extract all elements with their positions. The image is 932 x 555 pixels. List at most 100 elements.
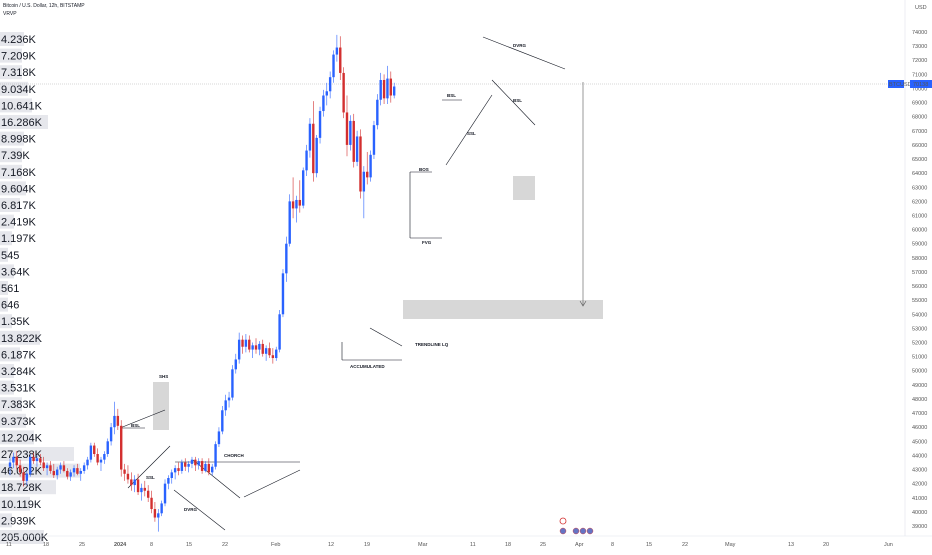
candle-body bbox=[76, 468, 79, 474]
volume-profile-bar bbox=[0, 181, 26, 196]
chart-annotation: ACCUMULATED bbox=[350, 364, 385, 369]
chart-annotation: SHS bbox=[159, 374, 168, 379]
candle-body bbox=[130, 479, 133, 486]
candle-body bbox=[113, 415, 116, 428]
x-tick-label: 8 bbox=[150, 542, 153, 548]
y-tick-label: 69000 bbox=[912, 101, 927, 107]
candle-body bbox=[372, 125, 376, 155]
dvrg-line-low bbox=[173, 489, 226, 531]
candle-body bbox=[349, 120, 352, 145]
volume-profile-label: 12.204K bbox=[1, 432, 43, 444]
volume-profile-bar bbox=[0, 264, 14, 279]
chart-annotation: BSL bbox=[447, 93, 456, 98]
volume-profile-bar bbox=[0, 214, 14, 229]
candle-body bbox=[288, 201, 291, 244]
candle-body bbox=[359, 136, 362, 192]
volume-profile-bar bbox=[0, 65, 22, 80]
candle-body bbox=[342, 72, 345, 113]
volume-profile-bar bbox=[0, 231, 12, 246]
y-tick-label: 49000 bbox=[912, 383, 927, 389]
x-tick-label: 8 bbox=[611, 542, 614, 548]
volume-profile-bar bbox=[0, 314, 12, 329]
volume-profile-label: 10.641K bbox=[1, 100, 43, 112]
candle-body bbox=[264, 348, 268, 354]
y-tick-label: 72000 bbox=[912, 58, 927, 64]
candle-body bbox=[180, 462, 184, 471]
y-tick-label: 60000 bbox=[912, 228, 927, 234]
chart-annotation: SSL bbox=[146, 475, 155, 480]
chart-annotation: CHORCH bbox=[224, 453, 244, 458]
y-tick-label: 51000 bbox=[912, 355, 927, 361]
volume-profile-bar bbox=[0, 413, 26, 428]
y-tick-label: 45000 bbox=[912, 439, 927, 445]
y-tick-label: 58000 bbox=[912, 256, 927, 262]
volume-profile-label: 3.284K bbox=[1, 366, 37, 378]
candle-body bbox=[187, 463, 190, 467]
candle-body bbox=[66, 470, 69, 477]
candle-body bbox=[197, 461, 200, 466]
volume-profile-label: 205.000K bbox=[1, 532, 49, 544]
price-axis-bg bbox=[905, 0, 932, 550]
candle-body bbox=[190, 459, 194, 464]
y-tick-label: 70000 bbox=[912, 86, 927, 92]
candle-body bbox=[49, 465, 52, 471]
volume-profile-label: 7.209K bbox=[1, 51, 37, 63]
volume-profile-label: 7.39K bbox=[1, 150, 30, 162]
y-tick-label: 68000 bbox=[912, 115, 927, 121]
candle-body bbox=[32, 456, 35, 462]
x-tick-label: Feb bbox=[271, 542, 280, 548]
symbol-badge-text: BTCUSD bbox=[889, 82, 912, 88]
y-tick-label: 71000 bbox=[912, 72, 927, 78]
chart-annotation: DVRG bbox=[184, 507, 198, 512]
x-tick-label: 25 bbox=[540, 542, 546, 548]
volume-profile-label: 2.939K bbox=[1, 515, 37, 527]
price-badge-text: 70138 bbox=[913, 82, 928, 88]
x-tick-label: Jun bbox=[884, 542, 893, 548]
y-tick-label: 55000 bbox=[912, 298, 927, 304]
chart-annotation: DVRG bbox=[513, 43, 527, 48]
volume-profile-bar bbox=[0, 164, 22, 179]
candle-body bbox=[376, 99, 379, 126]
volume-profile-bar bbox=[0, 98, 32, 113]
candle-body bbox=[275, 349, 278, 359]
volume-profile-label: 9.373K bbox=[1, 416, 37, 428]
x-tick-label: 22 bbox=[682, 542, 688, 548]
trendline-rise bbox=[243, 469, 301, 498]
candle-body bbox=[86, 459, 89, 466]
candle-body bbox=[200, 461, 204, 471]
candle-body bbox=[150, 497, 153, 510]
candle-body bbox=[35, 458, 39, 462]
y-tick-label: 53000 bbox=[912, 326, 927, 332]
volume-profile-bar bbox=[0, 496, 30, 511]
candle-body bbox=[362, 171, 366, 192]
symbol-badge bbox=[888, 80, 904, 88]
candle-body bbox=[146, 490, 150, 498]
demand-zone bbox=[513, 176, 535, 200]
candle-body bbox=[167, 478, 170, 484]
candle-body bbox=[379, 79, 382, 100]
candle-body bbox=[55, 469, 59, 476]
candle-body bbox=[281, 273, 285, 315]
volume-profile-label: 561 bbox=[1, 283, 19, 295]
chart-annotation: SSL bbox=[467, 131, 476, 136]
x-tick-label: Mar bbox=[418, 542, 428, 548]
candle-body bbox=[258, 343, 261, 350]
y-tick-label: 39000 bbox=[912, 524, 927, 530]
economic-event-icon bbox=[559, 527, 567, 535]
volume-profile-bar bbox=[0, 247, 8, 262]
x-tick-label: 22 bbox=[222, 542, 228, 548]
candle-body bbox=[153, 509, 157, 518]
candle-body bbox=[237, 339, 241, 360]
candle-body bbox=[93, 445, 96, 455]
volume-profile-label: 4.236K bbox=[1, 34, 37, 46]
candle-body bbox=[52, 470, 56, 476]
volume-profile-label: 7.318K bbox=[1, 67, 37, 79]
indicator-label: VRVP bbox=[3, 11, 17, 17]
volume-profile-label: 3.64K bbox=[1, 266, 30, 278]
candle-body bbox=[163, 483, 167, 504]
volume-profile-label: 46.022K bbox=[1, 466, 43, 478]
target-zone bbox=[403, 300, 603, 319]
volume-profile-bar bbox=[0, 48, 22, 63]
